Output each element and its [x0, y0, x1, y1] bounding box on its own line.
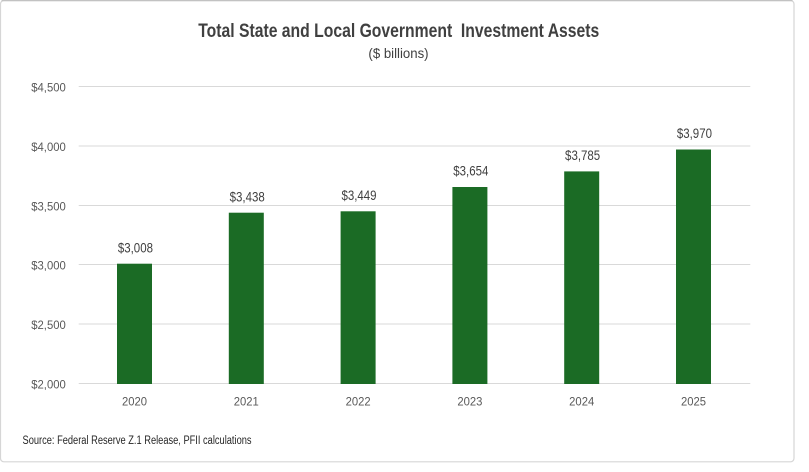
svg-text:$2,500: $2,500 [31, 318, 66, 333]
svg-text:($ billions): ($ billions) [368, 46, 428, 61]
svg-text:2024: 2024 [569, 395, 594, 409]
svg-text:2025: 2025 [681, 395, 706, 409]
svg-text:$3,970: $3,970 [677, 125, 712, 141]
svg-text:Source: Federal Reserve Z.1 Re: Source: Federal Reserve Z.1 Release, PFI… [23, 434, 253, 447]
svg-text:Total State and Local Governme: Total State and Local Government Investm… [198, 19, 599, 41]
svg-text:$3,008: $3,008 [118, 239, 153, 255]
svg-text:$3,654: $3,654 [453, 162, 488, 178]
svg-text:$4,500: $4,500 [31, 80, 66, 95]
svg-text:$3,449: $3,449 [341, 187, 376, 203]
svg-text:$3,000: $3,000 [31, 258, 66, 273]
svg-text:2023: 2023 [457, 395, 482, 409]
svg-text:$3,785: $3,785 [565, 147, 600, 163]
svg-text:2022: 2022 [346, 395, 371, 409]
svg-text:$3,500: $3,500 [31, 199, 66, 214]
svg-text:$4,000: $4,000 [31, 139, 66, 154]
svg-text:$2,000: $2,000 [31, 377, 66, 392]
svg-text:2020: 2020 [122, 395, 147, 409]
svg-text:2021: 2021 [234, 395, 259, 409]
svg-text:$3,438: $3,438 [230, 188, 265, 204]
